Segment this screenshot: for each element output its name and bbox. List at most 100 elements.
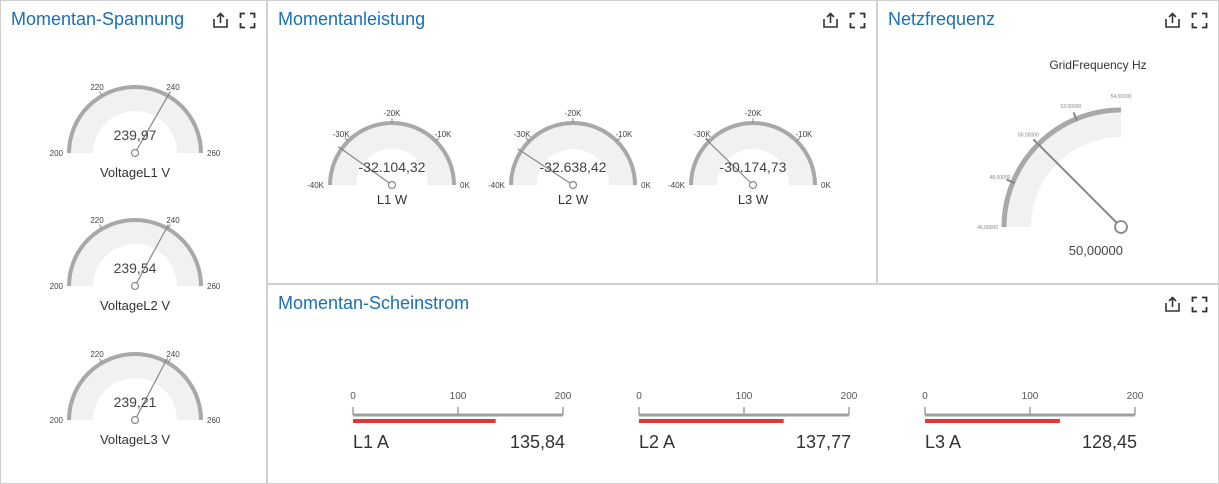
gauge-tick-label: -20K: [384, 109, 402, 118]
voltage-gauge: 200 220 240 260 239,97 VoltageL1 V: [50, 83, 221, 180]
gauge-tick-label: 200: [50, 282, 64, 291]
voltage-panel-tools: [212, 12, 256, 29]
voltage-gauge: 200 220 240 260 239,21 VoltageL3 V: [50, 350, 221, 447]
gauge-value: -32.638,42: [540, 159, 607, 175]
gauge-value: -32.104,32: [359, 159, 426, 175]
bar-value-text: 128,45: [1082, 432, 1137, 452]
bar-tick-label: 200: [555, 391, 572, 402]
bar-tick-label: 200: [1127, 391, 1144, 402]
export-icon[interactable]: [212, 12, 229, 29]
fullscreen-icon[interactable]: [849, 12, 866, 29]
gauge-tick: [99, 358, 103, 364]
bar-value: [925, 419, 1060, 423]
current-panel-tools: [1164, 296, 1208, 313]
gauge-tick-label: 220: [90, 350, 104, 359]
voltage-panel: Momentan-Spannung 200 220 240 260 239,97 Volt…: [0, 0, 267, 484]
gauge-tick: [344, 137, 349, 142]
gauge-caption: VoltageL2 V: [100, 298, 170, 313]
gauge-tick-label: -20K: [565, 109, 583, 118]
fullscreen-icon[interactable]: [239, 12, 256, 29]
voltage-panel-title: Momentan-Spannung: [11, 9, 185, 29]
frequency-tick: [1072, 112, 1078, 122]
gauge-needle: [517, 148, 574, 186]
gauge-caption: VoltageL3 V: [100, 432, 170, 447]
frequency-value: 50,00000: [1069, 243, 1123, 258]
gauge-tick-label: 260: [207, 416, 221, 425]
gauge-needle-hub: [568, 180, 578, 190]
gauge-caption: VoltageL1 V: [100, 165, 170, 180]
gauge-tick: [167, 224, 171, 230]
gauge-ring: [67, 218, 203, 287]
gauge-tick-label: -10K: [795, 130, 813, 139]
gauge-tick-label: -10K: [434, 130, 452, 139]
gauge-needle-hub: [130, 281, 140, 291]
gauge-needle: [134, 224, 170, 287]
gauge-needle-hub: [130, 415, 140, 425]
gauge-needle: [134, 357, 168, 421]
power-panel-title: Momentanleistung: [278, 9, 426, 29]
gauge-tick-label: -20K: [745, 109, 763, 118]
gauge-needle: [134, 92, 171, 154]
gauge-tick-label: 0K: [460, 181, 470, 190]
gauge-tick: [99, 91, 103, 97]
gauge-ring: [67, 85, 203, 154]
bar-caption: L3 A: [925, 432, 961, 452]
gauge-tick-label: 260: [207, 149, 221, 158]
gauge-value: 239,54: [114, 260, 157, 276]
gauge-tick-label: 260: [207, 282, 221, 291]
current-panel: Momentan-Scheinstrom 0 100 200 L1 A 135,84 0…: [267, 284, 1219, 484]
gauge-value: 239,21: [114, 394, 157, 410]
gauge-tick-label: -10K: [615, 130, 633, 139]
gauge-tick-label: -30K: [333, 130, 351, 139]
frequency-tick-label: 48,00000: [990, 175, 1011, 181]
gauge-band: [69, 220, 201, 287]
gauge-band: [69, 354, 201, 421]
gauge-tick-label: -40K: [488, 181, 506, 190]
frequency-panel-tools: [1164, 12, 1208, 29]
gauge-needle-hub: [748, 180, 758, 190]
gauge-needle-hub: [130, 148, 140, 158]
gauge-tick-label: -40K: [307, 181, 325, 190]
export-icon[interactable]: [1164, 12, 1181, 29]
gauge-tick: [616, 137, 621, 142]
gauge-tick-label: 240: [166, 350, 180, 359]
bar-tick-label: 0: [636, 391, 642, 402]
power-gauge: -40K -30K -20K -10K 0K -30.174,73 L3 W: [668, 109, 831, 207]
bar-value-text: 137,77: [796, 432, 851, 452]
gauge-tick-label: -30K: [694, 130, 712, 139]
gauge-value: 239,97: [114, 127, 157, 143]
frequency-tick-label: 52,00000: [1060, 104, 1081, 110]
gauge-tick: [705, 137, 710, 142]
current-bar-gauge: 0 100 200 L3 A 128,45: [922, 391, 1144, 452]
gauge-band: [69, 87, 201, 154]
gauge-caption: L3 W: [738, 192, 769, 207]
gauge-tick-label: 200: [50, 149, 64, 158]
bar-tick-label: 100: [1022, 391, 1039, 402]
bar-tick-label: 100: [450, 391, 467, 402]
gauge-needle: [705, 138, 754, 186]
current-bar-gauge: 0 100 200 L2 A 137,77: [636, 391, 858, 452]
frequency-tick-label: 46,00000: [977, 225, 998, 231]
gauge-tick-label: 240: [166, 216, 180, 225]
frequency-tick-label: 54,00000: [1111, 94, 1132, 100]
gauge-tick-label: 0K: [641, 181, 651, 190]
power-gauge: -40K -30K -20K -10K 0K -32.638,42 L2 W: [488, 109, 651, 207]
bar-tick-label: 200: [841, 391, 858, 402]
gauge-tick: [796, 137, 801, 142]
frequency-gauge: GridFrequency Hz 46,00000 48,00000 50,00000…: [977, 58, 1147, 258]
power-panel: Momentanleistung -40K -30K -20K -10K 0K -32.1…: [267, 0, 877, 284]
gauge-band: [511, 123, 635, 186]
frequency-tick: [1006, 178, 1016, 184]
bar-value-text: 135,84: [510, 432, 565, 452]
gauge-tick-label: 0K: [821, 181, 831, 190]
current-panel-title: Momentan-Scheinstrom: [278, 293, 470, 313]
fullscreen-icon[interactable]: [1191, 12, 1208, 29]
gauge-tick-label: 240: [166, 83, 180, 92]
frequency-panel-title: Netzfrequenz: [888, 9, 996, 29]
export-icon[interactable]: [1164, 296, 1181, 313]
gauge-tick: [99, 224, 103, 230]
current-bar-gauge: 0 100 200 L1 A 135,84: [350, 391, 572, 452]
export-icon[interactable]: [822, 12, 839, 29]
fullscreen-icon[interactable]: [1191, 296, 1208, 313]
gauge-tick-label: 200: [50, 416, 64, 425]
